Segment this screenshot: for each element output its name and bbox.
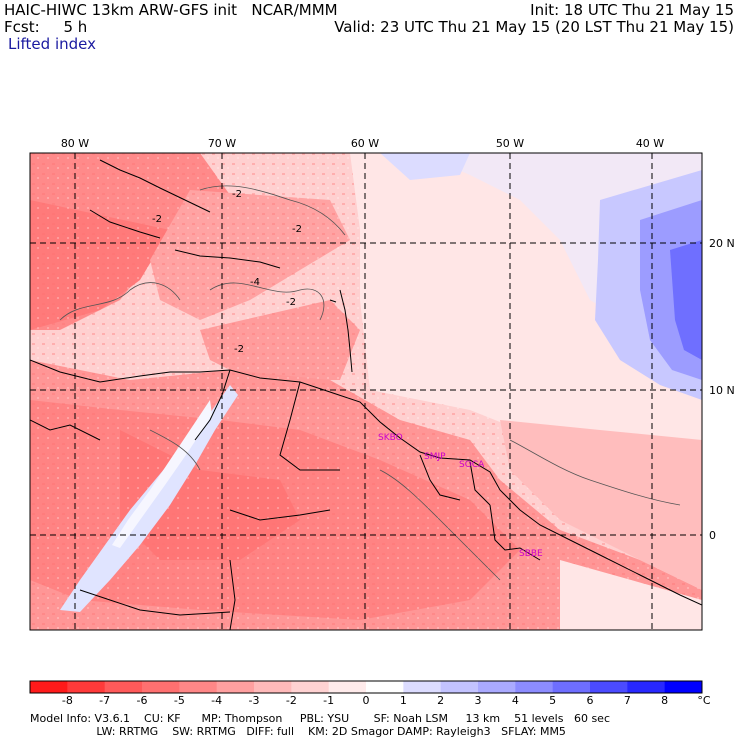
colorbar-swatch bbox=[328, 681, 367, 693]
colorbar-swatch bbox=[291, 681, 330, 693]
model-info-line2: LW: RRTMG SW: RRTMG DIFF: full KM: 2D Sm… bbox=[30, 725, 566, 738]
colorbar-swatch bbox=[440, 681, 479, 693]
colorbar-tick-label: 5 bbox=[549, 694, 557, 707]
colorbar-swatch bbox=[216, 681, 255, 693]
grid-lines bbox=[30, 153, 702, 630]
colorbar-swatch bbox=[254, 681, 292, 693]
contour-label: -2 bbox=[292, 224, 302, 235]
colorbar-tick-label: 8 bbox=[661, 694, 669, 707]
station-label-sbbe: SBBE bbox=[519, 549, 543, 559]
colorbar-tick-label: -6 bbox=[136, 694, 148, 707]
lon-label-60w: 60 W bbox=[351, 137, 379, 150]
contour-label: -2 bbox=[234, 344, 244, 355]
colorbar-tick-label: -3 bbox=[248, 694, 260, 707]
colorbar-swatch bbox=[30, 681, 68, 693]
colorbar-tick-label: -2 bbox=[285, 694, 297, 707]
colorbar-tick-label: 1 bbox=[399, 694, 407, 707]
contour-label: -2 bbox=[286, 297, 296, 308]
lon-label-80w: 80 W bbox=[61, 137, 89, 150]
colorbar-swatch bbox=[627, 681, 666, 693]
colorbar-swatch bbox=[478, 681, 516, 693]
colorbar-tick-label: -5 bbox=[173, 694, 185, 707]
contours bbox=[59, 185, 681, 581]
colorbar-tick-label: -4 bbox=[211, 694, 223, 707]
station-label-soca: SOCA bbox=[459, 460, 485, 470]
colorbar-frame bbox=[29, 680, 703, 694]
colorbar-tick-label: 0 bbox=[362, 694, 370, 707]
colorbar-tick-label: 3 bbox=[474, 694, 482, 707]
colorbar-tick-label: 7 bbox=[623, 694, 631, 707]
lat-label-0: 0 bbox=[709, 529, 716, 542]
init-time: Init: 18 UTC Thu 21 May 15 bbox=[530, 1, 734, 19]
lat-label-20n: 20 N bbox=[709, 237, 735, 250]
colorbar-swatch bbox=[664, 681, 703, 693]
colorbar-swatch bbox=[67, 681, 106, 693]
forecast-hour: Fcst: 5 h bbox=[4, 18, 88, 36]
coastlines bbox=[30, 159, 702, 630]
field-shading bbox=[30, 153, 702, 630]
station-label-smjp: SMJP bbox=[424, 452, 446, 462]
lat-label-10n: 10 N bbox=[709, 384, 735, 397]
model-info-line1: Model Info: V3.6.1 CU: KF MP: Thompson P… bbox=[30, 712, 610, 725]
station-label-skbo: SKBO bbox=[378, 433, 403, 443]
colorbar-swatch bbox=[179, 681, 218, 693]
colorbar-swatch bbox=[403, 681, 442, 693]
colorbar-swatch bbox=[366, 681, 404, 693]
colorbar bbox=[29, 680, 703, 694]
colorbar-swatch bbox=[590, 681, 628, 693]
lon-label-70w: 70 W bbox=[208, 137, 236, 150]
valid-time: Valid: 23 UTC Thu 21 May 15 (20 LST Thu … bbox=[334, 18, 734, 36]
lon-label-40w: 40 W bbox=[636, 137, 664, 150]
colorbar-unit: °C bbox=[697, 694, 711, 707]
colorbar-swatch bbox=[515, 681, 554, 693]
model-title: HAIC-HIWC 13km ARW-GFS init NCAR/MMM bbox=[4, 1, 338, 19]
map-frame bbox=[29, 152, 703, 631]
lon-label-50w: 50 W bbox=[496, 137, 524, 150]
contour-label: -2 bbox=[232, 189, 242, 200]
colorbar-tick-label: 2 bbox=[437, 694, 445, 707]
colorbar-swatch bbox=[552, 681, 591, 693]
contour-label: -4 bbox=[250, 277, 260, 288]
contour-label: -2 bbox=[152, 214, 162, 225]
colorbar-tick-label: 6 bbox=[586, 694, 594, 707]
colorbar-tick-label: 4 bbox=[511, 694, 519, 707]
field-name: Lifted index bbox=[8, 35, 96, 53]
colorbar-swatch bbox=[104, 681, 143, 693]
colorbar-tick-label: -1 bbox=[323, 694, 335, 707]
colorbar-tick-label: -8 bbox=[61, 694, 73, 707]
colorbar-swatch bbox=[142, 681, 180, 693]
colorbar-tick-label: -7 bbox=[99, 694, 111, 707]
